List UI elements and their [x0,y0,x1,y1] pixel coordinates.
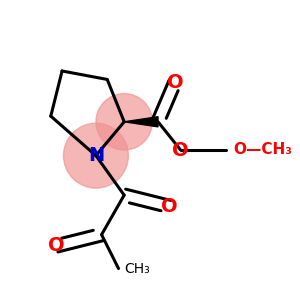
Text: O: O [161,197,178,216]
Polygon shape [124,117,158,127]
Text: O: O [172,140,189,160]
Text: CH₃: CH₃ [124,262,150,275]
Circle shape [64,123,128,188]
Text: O: O [48,236,65,255]
Text: O—CH₃: O—CH₃ [233,142,292,158]
Circle shape [96,94,152,150]
Text: N: N [88,146,104,165]
Text: O: O [167,73,183,92]
